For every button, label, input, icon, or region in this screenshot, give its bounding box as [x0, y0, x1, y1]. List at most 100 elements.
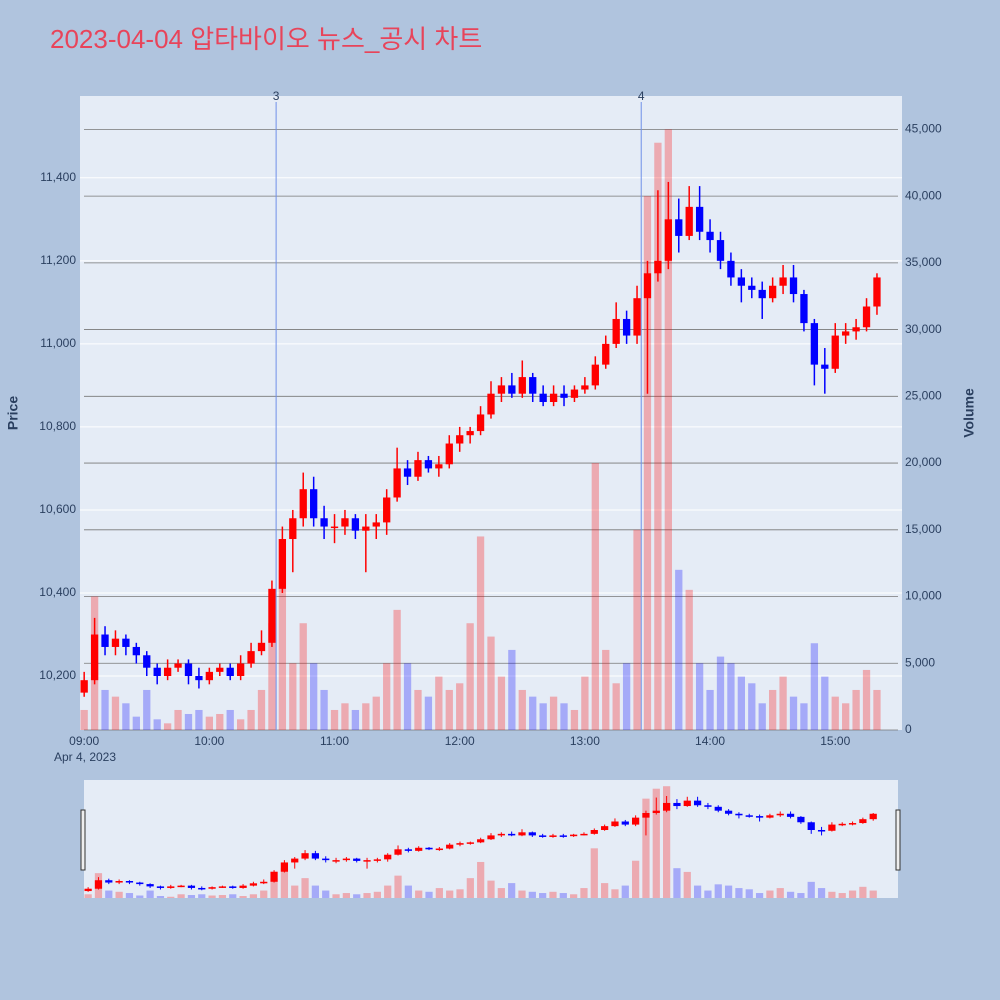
volume-bar	[828, 891, 836, 898]
candle-body	[342, 858, 350, 861]
candle-body	[384, 854, 392, 860]
candle-body	[153, 667, 161, 677]
volume-bar	[654, 142, 662, 730]
volume-bar	[675, 569, 683, 730]
candle-body	[187, 885, 196, 888]
candle-body	[727, 260, 735, 278]
candle-body	[260, 881, 268, 884]
volume-bar	[580, 888, 588, 898]
volume-bar	[529, 696, 537, 730]
volume-bar	[737, 676, 746, 730]
y-tick-label: 10,400	[39, 585, 76, 599]
volume-bar	[508, 649, 516, 730]
candle-body	[84, 888, 92, 892]
candle-body	[706, 231, 714, 241]
candle-body	[748, 285, 756, 290]
slider-handle[interactable]	[80, 809, 86, 871]
volume-bar	[280, 868, 289, 898]
volume-bar	[706, 689, 714, 730]
candle-body	[497, 833, 505, 836]
volume-bar	[394, 875, 402, 898]
volume-bar	[167, 896, 175, 898]
volume-bar	[132, 716, 140, 730]
candle-body	[332, 860, 340, 862]
volume-bar	[528, 891, 536, 898]
candle-body	[768, 285, 777, 299]
candle-body	[322, 858, 330, 861]
volume-bar	[195, 709, 203, 730]
candle-body	[591, 364, 599, 386]
annotation: 4	[638, 89, 645, 103]
candle-body	[786, 813, 795, 817]
y2-tick-label: 10,000	[905, 589, 942, 603]
candle-body	[156, 886, 165, 888]
volume-bar	[664, 129, 672, 731]
volume-bar	[198, 894, 206, 898]
volume-bar	[549, 891, 557, 898]
candle-body	[559, 835, 567, 837]
volume-bar	[466, 623, 474, 730]
volume-bar	[714, 884, 722, 898]
slider-handle[interactable]	[895, 809, 901, 871]
candle-body	[800, 294, 808, 324]
volume-bar	[414, 689, 422, 730]
candle-body	[445, 443, 453, 465]
candle-body	[425, 847, 433, 850]
candle-body	[602, 343, 610, 365]
candle-body	[362, 526, 370, 531]
volume-bar	[351, 709, 360, 730]
candle-body	[621, 821, 629, 825]
candle-body	[831, 335, 839, 369]
volume-bar	[247, 709, 255, 730]
volume-bar	[153, 719, 161, 730]
volume-bar	[122, 703, 130, 730]
x-tick-label: 13:00	[570, 734, 600, 748]
candle-body	[737, 277, 746, 286]
volume-bar	[476, 536, 485, 730]
volume-bar	[362, 703, 370, 730]
candle-body	[497, 385, 506, 394]
volume-bar	[143, 689, 151, 730]
volume-bar	[848, 890, 857, 898]
volume-bar	[125, 893, 134, 898]
annotation: 3	[273, 89, 280, 103]
y2-axis-title: Volume	[961, 388, 977, 438]
candle-body	[852, 327, 860, 332]
volume-bar	[838, 893, 846, 898]
candle-body	[115, 880, 123, 883]
volume-bar	[591, 463, 599, 730]
candle-body	[642, 812, 650, 818]
volume-bar	[372, 696, 380, 730]
candle-body	[518, 377, 526, 394]
candle-body	[695, 206, 704, 232]
candle-body	[310, 489, 318, 519]
volume-bar	[643, 196, 652, 730]
volume-bar	[249, 894, 258, 898]
candle-body	[466, 842, 474, 844]
volume-bar	[632, 860, 640, 898]
volume-bar	[859, 886, 867, 898]
y-tick-label: 11,200	[40, 253, 76, 267]
volume-bar	[497, 888, 505, 898]
volume-bar	[332, 894, 340, 898]
candle-body	[94, 880, 103, 889]
y-tick-label: 11,000	[40, 336, 76, 350]
candle-body	[735, 813, 743, 816]
candle-body	[163, 667, 172, 677]
candle-body	[652, 810, 660, 813]
candle-body	[654, 260, 662, 274]
y2-tick-label: 25,000	[905, 388, 942, 402]
volume-bar	[662, 786, 671, 898]
volume-bar	[560, 703, 568, 730]
volume-bar	[187, 895, 196, 898]
candle-body	[195, 676, 203, 681]
y-tick-label: 10,600	[39, 502, 76, 516]
volume-bar	[136, 895, 144, 898]
volume-bar	[393, 609, 401, 730]
volume-bar	[177, 894, 185, 898]
candle-body	[289, 518, 297, 540]
candle-body	[528, 832, 536, 836]
y2-tick-label: 35,000	[905, 255, 942, 269]
volume-bar	[384, 885, 392, 898]
candle-body	[776, 813, 784, 816]
